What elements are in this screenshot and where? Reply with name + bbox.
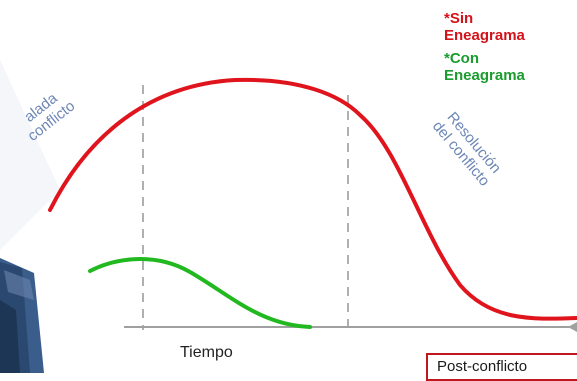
curve-with-enneagram (88, 257, 312, 329)
legend-with-enneagram: *Con Eneagrama (444, 50, 525, 84)
post-conflict-box: Post-conflicto (426, 353, 577, 381)
post-conflict-label: Post-conflicto (437, 358, 528, 375)
legend-without-enneagram: *Sin Eneagrama (444, 10, 525, 44)
curve-without-enneagram (48, 77, 577, 321)
photo-fragment-icon (0, 258, 44, 373)
diagram-canvas (0, 60, 577, 373)
x-axis-arrow (568, 322, 577, 332)
decor-strip (0, 60, 60, 250)
x-axis-label: Tiempo (180, 344, 233, 361)
